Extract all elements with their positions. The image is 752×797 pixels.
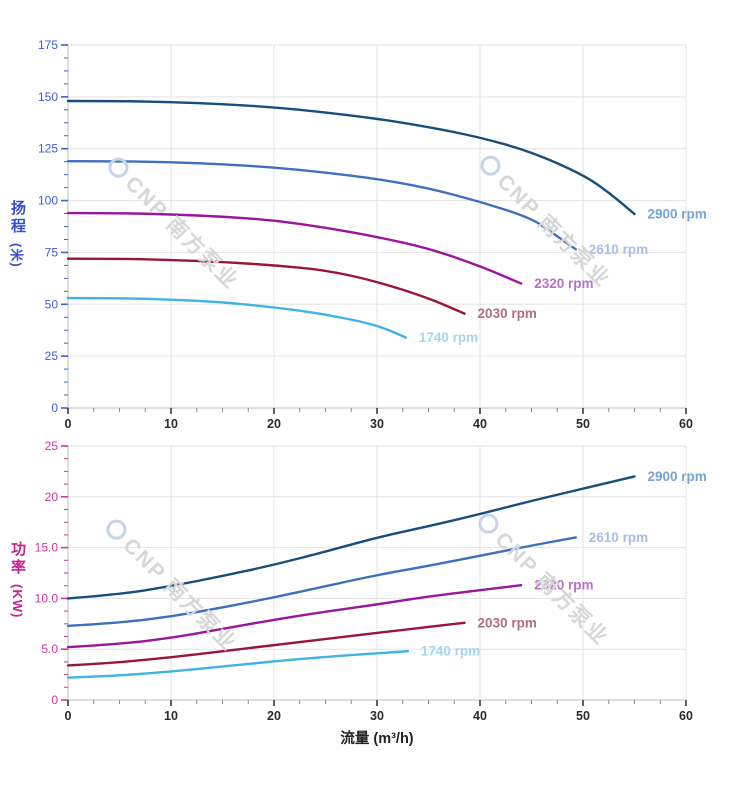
x-tick-label: 50 [576,709,590,723]
x-tick-label: 30 [370,417,384,431]
x-tick-label: 40 [473,709,487,723]
y-tick-label: 50 [45,297,59,311]
x-tick-label: 0 [65,709,72,723]
curve-2320-rpm [66,211,523,285]
y-tick-label: 175 [38,38,58,52]
x-tick-label: 50 [576,417,590,431]
y-tick-label: 25 [45,439,59,453]
y-tick-label: 20 [45,490,59,504]
curve-2030-rpm [66,257,466,315]
flow-axis-title: 流量 (m³/h) [340,731,414,747]
y-tick-label: 25 [45,349,59,363]
x-tick-label: 60 [679,417,693,431]
y-tick-label: 125 [38,142,58,156]
y-tick-label: 0 [51,693,58,707]
y-tick-label: 150 [38,90,58,104]
y-tick-label: 15.0 [35,541,59,555]
x-tick-label: 20 [267,417,281,431]
curve-label: 2900 rpm [648,469,707,484]
power-axis-title-text: 功率 [9,541,26,577]
x-tick-label: 10 [164,417,178,431]
curve-label: 1740 rpm [421,644,480,659]
x-tick-label: 0 [65,417,72,431]
x-tick-label: 10 [164,709,178,723]
curve-2030-rpm [66,621,466,667]
x-tick-label: 30 [370,709,384,723]
curve-label: 2320 rpm [534,578,593,593]
y-tick-label: 10.0 [35,591,59,605]
head-axis-title-text: 扬程 [9,200,26,236]
x-tick-label: 20 [267,709,281,723]
head-axis-unit: (米) [9,243,24,268]
curve-2610-rpm [66,159,577,251]
curve-label: 2610 rpm [589,242,648,257]
power-axis-title: 功率 (KW) [7,541,28,618]
curve-label: 2320 rpm [534,276,593,291]
x-tick-label: 60 [679,709,693,723]
curve-label: 2030 rpm [478,306,537,321]
curve-label: 2030 rpm [478,615,537,630]
curve-label: 2900 rpm [648,207,707,222]
curve-1740-rpm [66,650,410,679]
x-tick-label: 40 [473,417,487,431]
y-tick-label: 0 [51,401,58,415]
y-tick-label: 5.0 [41,642,58,656]
y-tick-label: 75 [45,245,59,259]
curve-label: 2610 rpm [589,530,648,545]
curve-2900-rpm [66,99,636,216]
curve-1740-rpm [66,296,408,339]
curve-label: 1740 rpm [419,330,478,345]
y-tick-label: 100 [38,194,58,208]
curve-2900-rpm [66,475,636,600]
head-axis-title: 扬程 (米) [7,200,28,268]
power-axis-unit: (KW) [10,584,25,619]
curve-2610-rpm [66,536,577,628]
curve-2320-rpm [66,583,523,649]
